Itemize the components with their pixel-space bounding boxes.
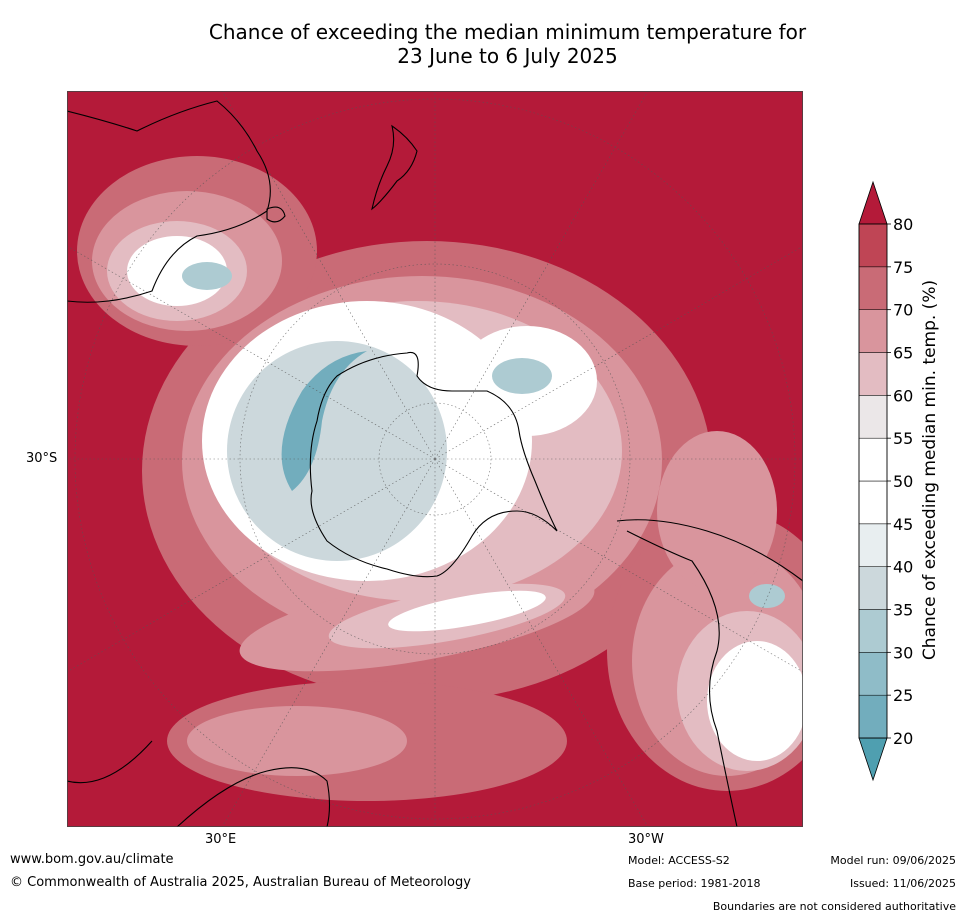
cool-zones xyxy=(182,262,785,608)
africa-coast xyxy=(67,740,331,827)
footer-disclaimer: Boundaries are not considered authoritat… xyxy=(712,900,956,913)
colorbar-band xyxy=(858,437,888,482)
colorbar-tick-label: 35 xyxy=(893,601,913,620)
coastlines xyxy=(67,100,803,827)
colorbar-tick-label: 70 xyxy=(893,301,913,320)
colorbar-band xyxy=(858,352,888,396)
colorbar-label-text: Chance of exceeding median min. temp. (%… xyxy=(920,279,940,661)
colorbar-band xyxy=(858,566,888,610)
colorbar-outline xyxy=(858,223,888,739)
colorbar-band xyxy=(858,694,888,739)
colorbar-tick-label: 50 xyxy=(893,472,913,491)
colorbar-tick-label: 45 xyxy=(893,515,913,534)
lon-label-30e: 30°E xyxy=(205,832,237,847)
chart-title: Chance of exceeding the median minimum t… xyxy=(0,20,965,68)
footer-copyright: © Commonwealth of Australia 2025, Austra… xyxy=(10,875,471,890)
footer-url: www.bom.gov.au/climate xyxy=(10,852,174,867)
colorbar-tick-label: 25 xyxy=(893,686,913,705)
graticule xyxy=(67,91,803,827)
colorbar-tick-label: 30 xyxy=(893,643,913,662)
colorbar-tick-label: 40 xyxy=(893,558,913,577)
title-line-1: Chance of exceeding the median minimum t… xyxy=(208,20,807,44)
colorbar-tick-label: 80 xyxy=(893,215,913,234)
footer-model-run: Model run: 09/06/2025 xyxy=(830,854,956,867)
lon-label-30w: 30°W xyxy=(628,832,664,847)
colorbar-band xyxy=(858,395,888,439)
colorbar-tick-label: 55 xyxy=(893,429,913,448)
colorbar-tick-label: 60 xyxy=(893,386,913,405)
colorbar-band xyxy=(858,223,888,268)
footer-model: Model: ACCESS-S2 xyxy=(628,854,730,867)
new-zealand-coast xyxy=(371,124,418,211)
title-line-2: 23 June to 6 July 2025 xyxy=(397,44,618,68)
colorbar-tick-label: 20 xyxy=(893,729,913,748)
tasmania-coast xyxy=(266,206,286,223)
colorbar-extend-low xyxy=(858,737,888,782)
footer-base-period: Base period: 1981-2018 xyxy=(628,877,761,890)
colorbar-tick-label: 65 xyxy=(893,344,913,363)
colorbar-band xyxy=(858,480,888,525)
colorbar-tick-label: 75 xyxy=(893,258,913,277)
colorbar-band xyxy=(858,652,888,696)
map-canvas xyxy=(67,91,803,827)
antarctica-coast xyxy=(309,351,558,578)
colorbar-band xyxy=(858,523,888,567)
colorbar-extend-high xyxy=(858,180,888,225)
lat-label-30s: 30°S xyxy=(26,451,58,466)
colorbar-band xyxy=(858,266,888,310)
colorbar-band xyxy=(858,609,888,653)
footer-issued: Issued: 11/06/2025 xyxy=(849,877,956,890)
australia-coast xyxy=(67,100,271,303)
south-america-coast xyxy=(616,519,803,827)
colorbar-band xyxy=(858,309,888,353)
